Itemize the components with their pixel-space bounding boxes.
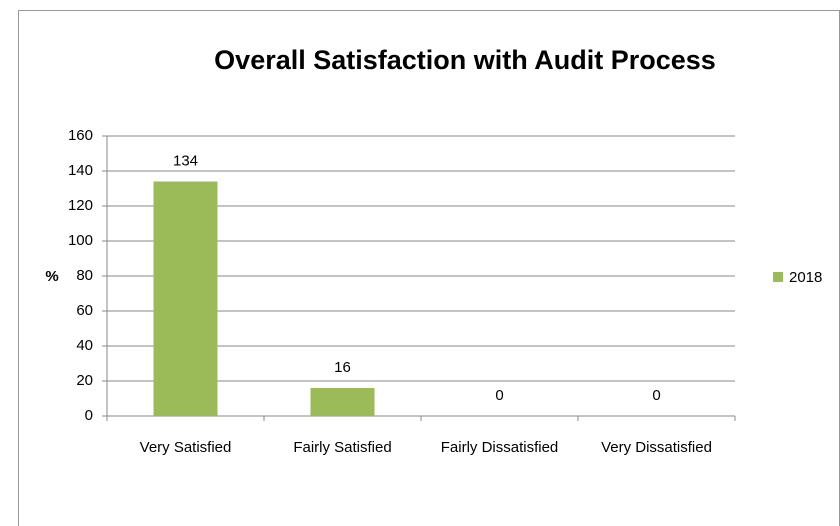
x-tick-label: Very Dissatisfied — [601, 439, 712, 456]
legend-label: 2018 — [789, 269, 822, 286]
legend-swatch — [773, 272, 783, 282]
y-tick-label: 60 — [76, 302, 93, 319]
y-axis-label: % — [45, 268, 58, 285]
y-tick-label: 20 — [76, 372, 93, 389]
data-label: 16 — [334, 359, 351, 376]
chart-title: Overall Satisfaction with Audit Process — [214, 45, 716, 75]
bar — [310, 388, 375, 416]
y-tick-label: 140 — [68, 162, 93, 179]
x-tick-label: Fairly Satisfied — [293, 439, 391, 456]
y-tick-label: 100 — [68, 232, 93, 249]
x-tick-label: Very Satisfied — [140, 439, 232, 456]
x-tick-label: Fairly Dissatisfied — [441, 439, 559, 456]
data-label: 0 — [495, 387, 503, 404]
data-label: 0 — [652, 387, 660, 404]
data-label: 134 — [173, 152, 198, 169]
y-tick-label: 40 — [76, 337, 93, 354]
y-tick-label: 0 — [85, 407, 93, 424]
y-tick-label: 80 — [76, 267, 93, 284]
bar — [153, 181, 218, 416]
y-tick-label: 120 — [68, 197, 93, 214]
y-tick-label: 160 — [68, 127, 93, 144]
